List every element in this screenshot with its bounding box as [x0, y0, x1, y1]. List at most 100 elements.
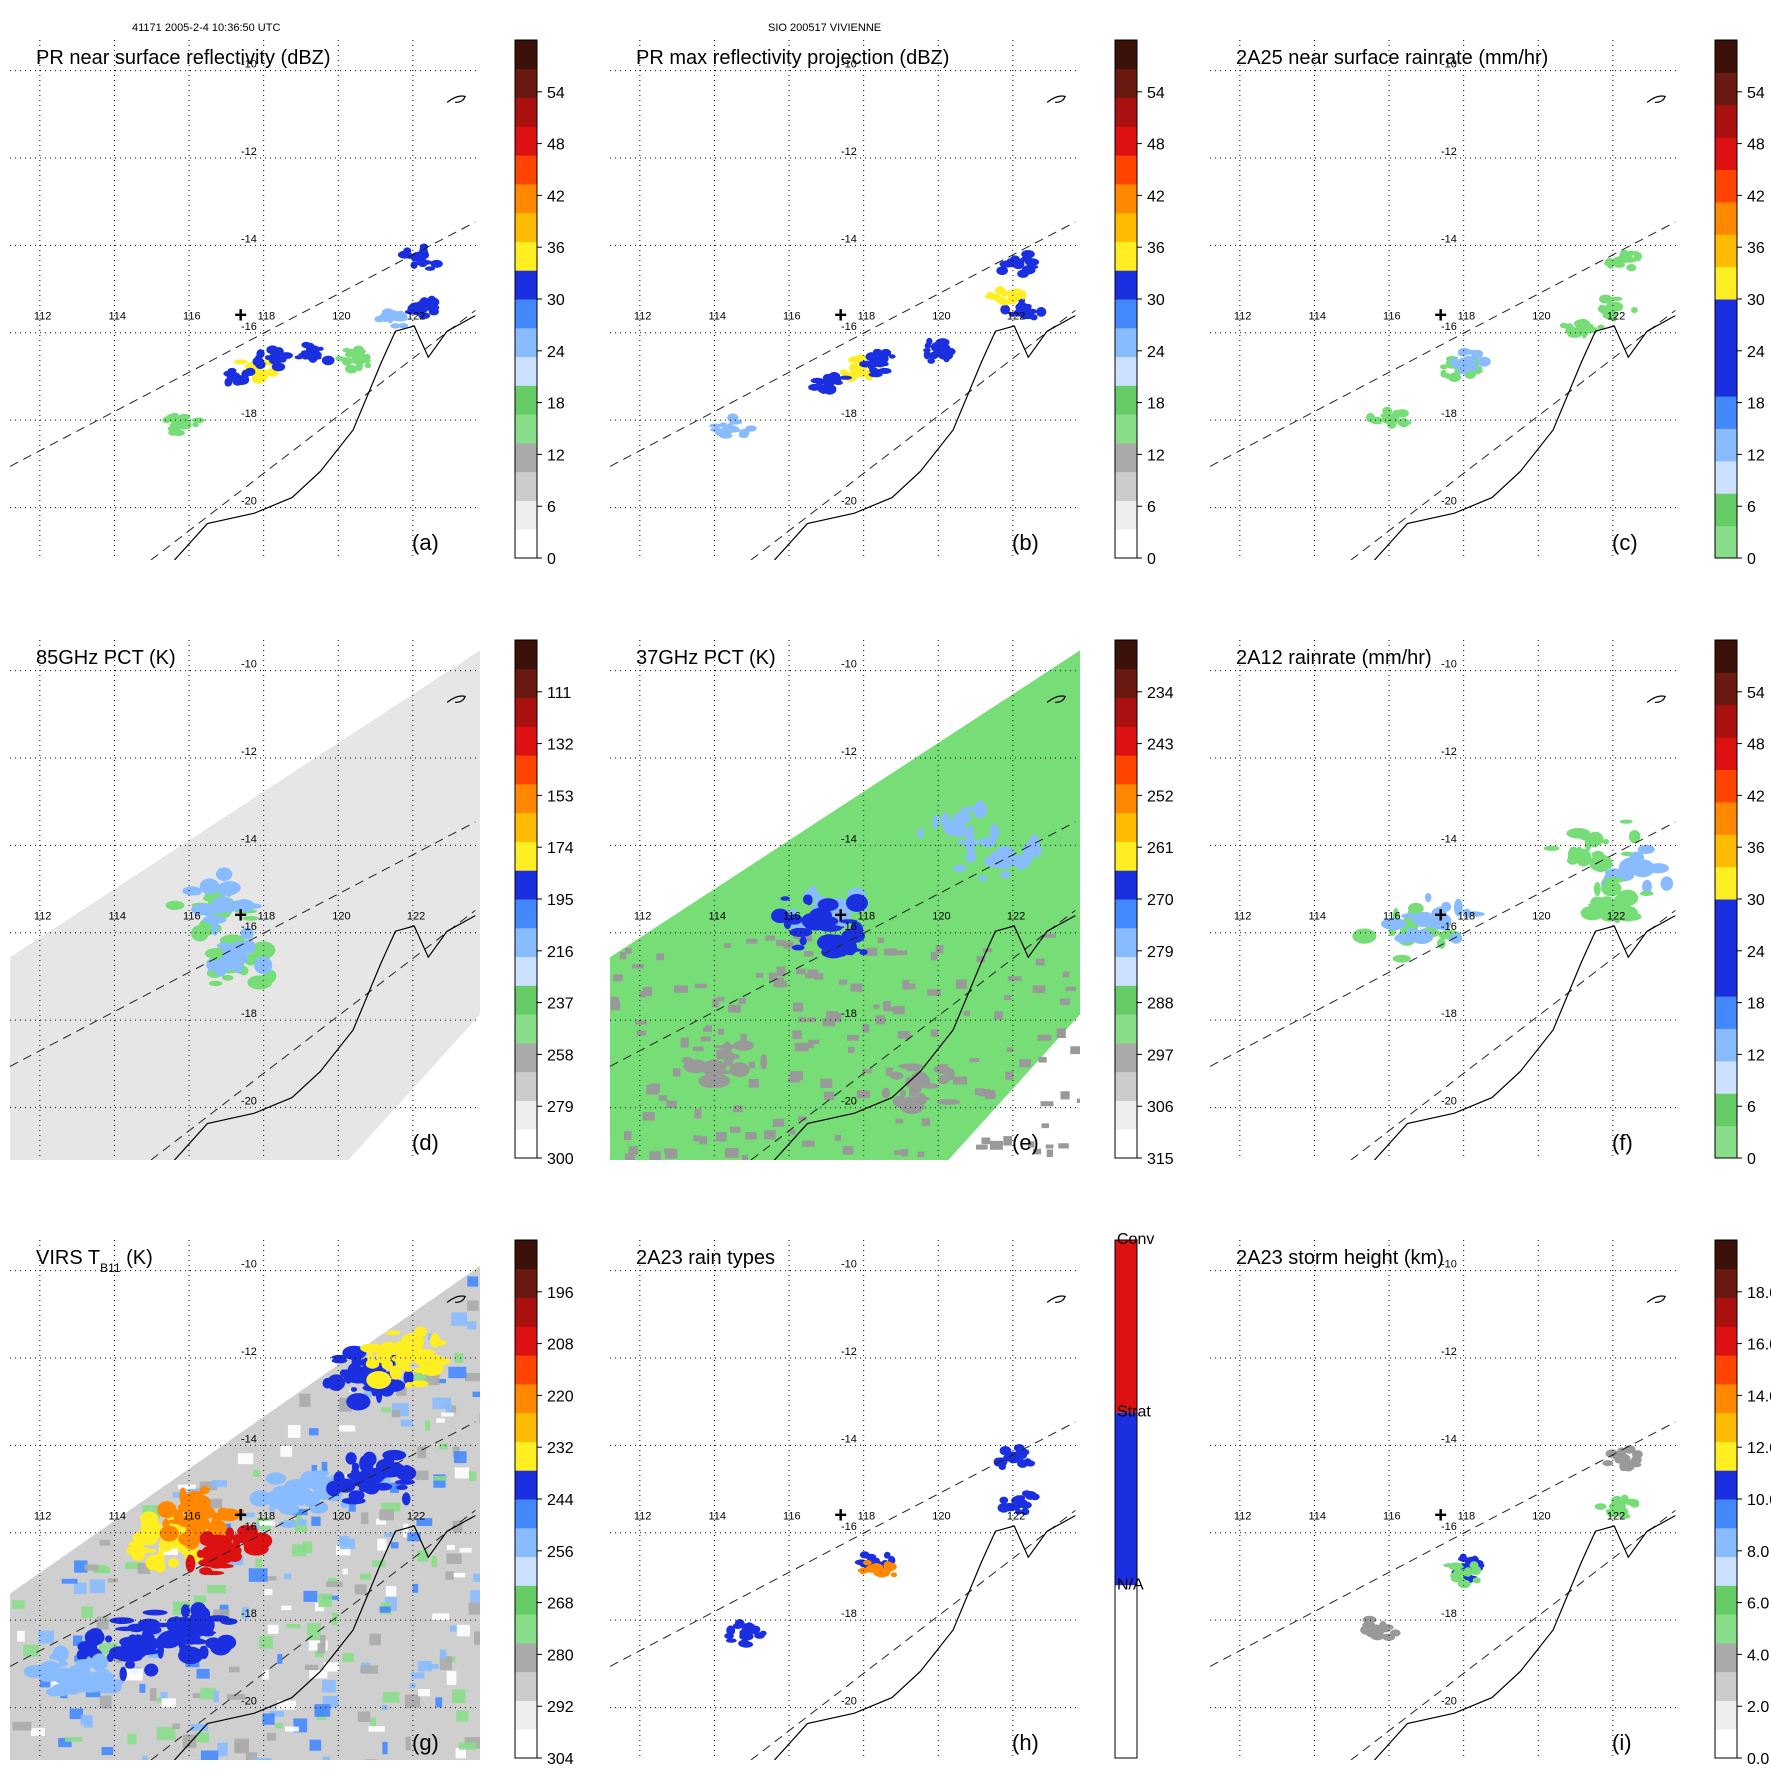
panel-label: (e) [1012, 1130, 1039, 1155]
patch [1041, 1123, 1049, 1129]
island-outline [1046, 95, 1066, 103]
data-blob [252, 356, 264, 367]
patch [193, 1595, 207, 1604]
lat-tick-label: -12 [241, 1346, 257, 1358]
patch [74, 1560, 88, 1573]
data-blob [394, 1340, 418, 1351]
data-blob [980, 837, 997, 847]
data-blob [889, 1071, 904, 1080]
colorbar-tick: 6 [1747, 1099, 1756, 1116]
data-blob [1020, 307, 1034, 313]
data-blob [214, 902, 227, 914]
data-blob [265, 1472, 286, 1485]
patch [894, 1150, 908, 1155]
data-blob [1011, 295, 1018, 305]
colorbar-segment [515, 1700, 537, 1730]
colorbar-segment [515, 927, 537, 958]
colorbar-segment [1715, 1240, 1737, 1270]
swath-edge [10, 221, 476, 467]
patch [364, 1390, 372, 1398]
lat-tick-label: -14 [841, 1433, 857, 1445]
data-blob [999, 300, 1009, 306]
patch [455, 1748, 466, 1759]
data-blob [838, 375, 853, 380]
data-blob [129, 1637, 144, 1654]
patch [259, 1636, 274, 1649]
colorbar-tick: 48 [1747, 137, 1765, 154]
data-blob [732, 1622, 743, 1630]
data-blob [394, 1479, 415, 1485]
data-blob [1621, 256, 1635, 263]
patch [309, 1739, 322, 1751]
lat-tick-label: -16 [1441, 321, 1457, 333]
data-blob [382, 1348, 403, 1356]
patch [255, 1558, 263, 1568]
panel-h: 112 114 116 118 120 122 -10 -12 -14 -16 -18 -20 +2A2… [610, 1231, 1154, 1760]
colorbar-segment [1115, 841, 1137, 871]
lon-tick-label: 118 [858, 1511, 876, 1523]
patch [403, 1523, 409, 1538]
patch [733, 1105, 743, 1113]
lat-tick-label: -12 [241, 146, 257, 158]
colorbar-segment [515, 97, 537, 127]
panel-label: (f) [1612, 1130, 1633, 1155]
data-blob [278, 1520, 298, 1528]
coastline [774, 1515, 1076, 1760]
patch [903, 983, 916, 990]
patch [674, 985, 688, 993]
colorbar-tick: 216 [547, 944, 574, 961]
data-blob [959, 806, 980, 812]
patch [795, 968, 806, 975]
data-blob [1365, 412, 1376, 423]
data-blob [281, 1490, 307, 1504]
data-blob [1000, 871, 1011, 879]
data-blob [53, 1670, 73, 1684]
colorbar-segment [515, 40, 537, 70]
colorbar: 0.0 2.0 4.0 6.0 8.0 10.0 12.0 14.0 16.0 18.0 [1714, 1239, 1771, 1768]
panel-title: 37GHz PCT (K) [636, 647, 776, 669]
data-blob [1580, 905, 1604, 921]
patch [65, 1737, 83, 1742]
data-blob [1630, 859, 1655, 878]
data-blob [808, 917, 820, 929]
patch [441, 1412, 454, 1417]
header-orbit-time: 41171 2005-2-4 10:36:50 UTC [132, 22, 281, 34]
colorbar-segment [515, 1556, 537, 1586]
patch [453, 1451, 467, 1464]
patch [631, 963, 644, 969]
lon-tick-label: 118 [858, 911, 876, 923]
lon-tick-label: 120 [1532, 911, 1550, 923]
colorbar-tick: 48 [1747, 737, 1765, 754]
lat-tick-label: -16 [1441, 1521, 1457, 1533]
data-blob [365, 1358, 380, 1369]
data-blob [817, 898, 839, 912]
data-blob [936, 1099, 961, 1105]
patch [307, 1635, 326, 1640]
data-blob [1396, 419, 1412, 426]
data-blob [399, 1355, 407, 1360]
data-blob [351, 1353, 362, 1372]
lat-tick-label: -16 [241, 1521, 257, 1533]
patch [415, 1470, 429, 1481]
data-blob [88, 1628, 103, 1639]
patch [125, 1562, 144, 1570]
patch [693, 1135, 702, 1142]
data-blob [1604, 870, 1618, 875]
data-blob [364, 362, 372, 369]
data-blob [1392, 954, 1411, 963]
patch [446, 1545, 455, 1550]
patch [384, 1532, 394, 1537]
patch [960, 1076, 967, 1085]
data-blob [780, 896, 791, 901]
patch [177, 1484, 196, 1489]
data-blob [715, 430, 726, 436]
map-area [610, 40, 1080, 560]
storm-center-marker: + [234, 302, 247, 327]
data-blob [859, 949, 868, 956]
panel-a: 112 114 116 118 120 122-10-12-14-16-18-20+PR … [10, 39, 565, 568]
data-blob [220, 1618, 238, 1625]
data-blob [1030, 314, 1038, 321]
data-blob [1001, 289, 1008, 297]
patch [838, 979, 848, 985]
lon-tick-label: 112 [34, 911, 52, 923]
